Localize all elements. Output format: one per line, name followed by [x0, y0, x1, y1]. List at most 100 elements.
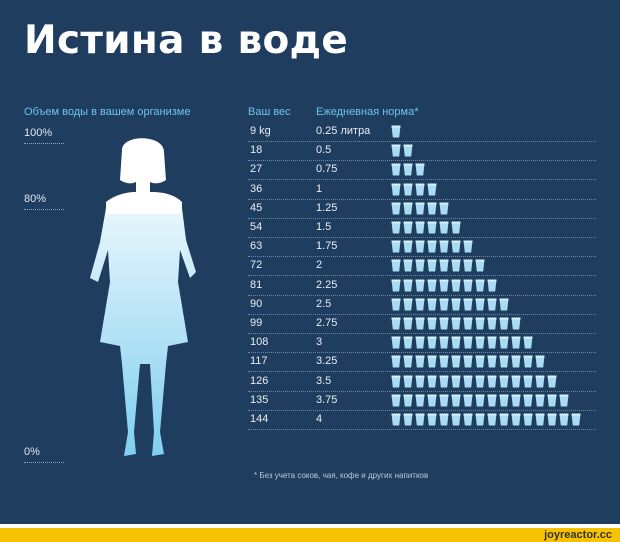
footnote: * Без учета соков, чая, кофе и других на…	[254, 471, 429, 480]
page-title: Истина в воде	[24, 18, 349, 63]
cup-icon	[403, 163, 413, 176]
cup-icon	[475, 298, 485, 311]
table-row: 36 1	[248, 180, 596, 200]
weight-column-header: Ваш вес	[248, 106, 291, 118]
cups-group	[391, 317, 523, 330]
cup-icon	[451, 221, 461, 234]
cup-icon	[403, 336, 413, 349]
table-row: 63 1.75	[248, 237, 596, 258]
cup-icon	[571, 413, 581, 426]
weight-value: 81	[250, 278, 263, 291]
cup-icon	[463, 413, 473, 426]
cup-icon	[463, 355, 473, 368]
cup-icon	[415, 355, 425, 368]
level-divider	[24, 209, 64, 210]
cups-group	[391, 183, 439, 196]
cup-icon	[403, 394, 413, 407]
cup-icon	[511, 375, 521, 388]
cup-icon	[523, 355, 533, 368]
cup-icon	[475, 317, 485, 330]
cup-icon	[415, 375, 425, 388]
cup-icon	[391, 355, 401, 368]
cup-icon	[475, 394, 485, 407]
cups-group	[391, 394, 571, 407]
cup-icon	[523, 394, 533, 407]
cup-icon	[403, 317, 413, 330]
cup-icon	[427, 221, 437, 234]
cup-icon	[439, 375, 449, 388]
cup-icon	[439, 413, 449, 426]
cup-icon	[439, 394, 449, 407]
cup-icon	[547, 413, 557, 426]
cup-icon	[415, 202, 425, 215]
cup-icon	[391, 125, 401, 138]
cup-icon	[463, 240, 473, 253]
cup-icon	[427, 375, 437, 388]
cup-icon	[403, 413, 413, 426]
cup-icon	[439, 279, 449, 292]
cup-icon	[403, 259, 413, 272]
cup-icon	[391, 298, 401, 311]
cup-icon	[391, 375, 401, 388]
cup-icon	[391, 259, 401, 272]
cup-icon	[463, 298, 473, 311]
weight-value: 99	[250, 317, 263, 329]
cup-icon	[451, 279, 461, 292]
cup-icon	[487, 355, 497, 368]
weight-value: 27	[250, 163, 263, 176]
cup-icon	[391, 336, 401, 349]
level-label-80: 80%	[24, 193, 47, 205]
cup-icon	[427, 259, 437, 272]
cup-icon	[403, 240, 413, 253]
cup-icon	[451, 413, 461, 426]
cup-icon	[499, 298, 509, 311]
cup-icon	[475, 355, 485, 368]
cup-icon	[415, 413, 425, 426]
table-row: 117 3.25	[248, 352, 596, 373]
cup-icon	[475, 279, 485, 292]
cup-icon	[439, 355, 449, 368]
body-water-header: Объем воды в вашем организме	[24, 106, 191, 118]
daily-norm-value: 0.5	[316, 144, 332, 157]
table-row: 99 2.75	[248, 314, 596, 334]
cup-icon	[391, 202, 401, 215]
daily-norm-value: 0.75	[316, 163, 338, 176]
cup-icon	[523, 413, 533, 426]
weight-value: 45	[250, 201, 263, 214]
cup-icon	[487, 279, 497, 292]
table-row: 45 1.25	[248, 199, 596, 219]
cup-icon	[427, 298, 437, 311]
cup-icon	[439, 298, 449, 311]
cup-icon	[439, 221, 449, 234]
cups-group	[391, 355, 547, 368]
cup-icon	[427, 336, 437, 349]
cup-icon	[559, 413, 569, 426]
cup-icon	[463, 375, 473, 388]
level-label-100: 100%	[24, 127, 53, 139]
level-label-0: 0%	[24, 446, 40, 458]
cup-icon	[499, 317, 509, 330]
cups-group	[391, 125, 403, 138]
cups-group	[391, 259, 487, 272]
weight-value: 9 kg	[250, 125, 271, 137]
cup-icon	[427, 240, 437, 253]
daily-norm-value: 1.75	[316, 240, 338, 253]
cup-icon	[451, 259, 461, 272]
cup-icon	[559, 394, 569, 407]
cup-icon	[391, 317, 401, 330]
cup-icon	[415, 279, 425, 292]
table-row: 144 4	[248, 410, 596, 430]
cup-icon	[391, 413, 401, 426]
cup-icon	[511, 413, 521, 426]
daily-norm-value: 3	[316, 336, 323, 349]
weight-value: 54	[250, 221, 263, 233]
level-divider	[24, 462, 64, 463]
cup-icon	[487, 317, 497, 330]
cup-icon	[415, 336, 425, 349]
cup-icon	[439, 202, 449, 215]
daily-norm-value: 1	[316, 182, 323, 195]
cup-icon	[463, 317, 473, 330]
cup-icon	[463, 279, 473, 292]
cup-icon	[403, 221, 413, 234]
cup-icon	[427, 355, 437, 368]
